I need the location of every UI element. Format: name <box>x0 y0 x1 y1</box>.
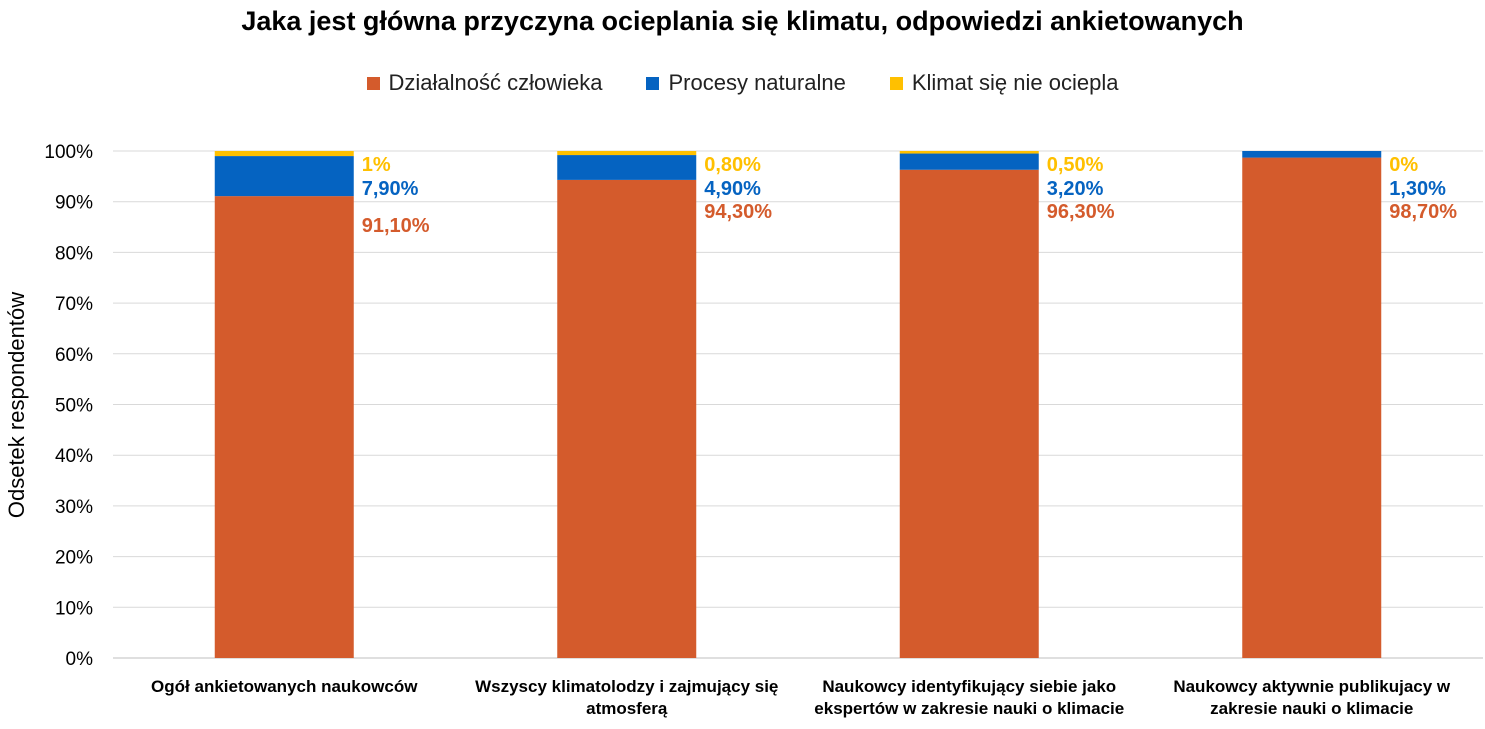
y-tick-label: 20% <box>55 548 93 569</box>
legend-item-human: Działalność człowieka <box>366 70 603 96</box>
data-label: 3,20% <box>1047 178 1104 200</box>
y-tick-label: 50% <box>55 396 93 417</box>
y-tick-label: 60% <box>55 345 93 366</box>
bar-segment <box>1242 151 1382 158</box>
legend-label-natural: Procesy naturalne <box>668 70 846 95</box>
bar-segment <box>899 169 1039 658</box>
y-tick-label: 80% <box>55 243 93 264</box>
bar-segment <box>1242 157 1382 658</box>
y-tick-label: 90% <box>55 193 93 214</box>
data-label: 0,50% <box>1047 154 1104 176</box>
legend-item-not-warming: Klimat się nie ociepla <box>889 70 1119 96</box>
data-label: 91,10% <box>362 215 430 237</box>
chart-title: Jaka jest główna przyczyna ocieplania si… <box>241 6 1244 36</box>
legend-swatch-natural <box>646 76 660 90</box>
data-label: 94,30% <box>704 201 772 223</box>
bar-segment <box>899 153 1039 170</box>
x-tick-label: Ogół ankietowanych naukowców <box>151 677 418 696</box>
data-label: 98,70% <box>1389 201 1457 223</box>
data-label: 1,30% <box>1389 178 1446 200</box>
y-tick-label: 70% <box>55 294 93 315</box>
legend-swatch-human <box>366 76 380 90</box>
legend-item-natural: Procesy naturalne <box>646 70 846 96</box>
x-tick-label: Naukowcy aktywnie publikujacy w zakresie… <box>1173 677 1451 718</box>
data-label: 0% <box>1389 154 1418 176</box>
data-label: 1% <box>362 154 391 176</box>
y-tick-label: 30% <box>55 497 93 518</box>
x-tick-label: Wszyscy klimatolodzy i zajmujący się atm… <box>475 677 779 718</box>
y-tick-label: 10% <box>55 598 93 619</box>
data-label: 96,30% <box>1047 201 1115 223</box>
bar-segment <box>214 156 354 197</box>
data-label: 4,90% <box>704 178 761 200</box>
legend-swatch-not-warming <box>889 76 903 90</box>
x-tick-label: Naukowcy identyfikujący siebie jako eksp… <box>814 677 1125 718</box>
bar-segment <box>899 151 1039 154</box>
data-label: 7,90% <box>362 178 419 200</box>
legend: Działalność człowieka Procesy naturalne … <box>0 70 1485 96</box>
bar-segment <box>557 179 697 659</box>
y-tick-label: 40% <box>55 446 93 467</box>
data-label: 0,80% <box>704 154 761 176</box>
legend-label-human: Działalność człowieka <box>388 70 603 95</box>
y-tick-label: 100% <box>44 142 93 163</box>
bar-segment <box>214 196 354 659</box>
y-tick-label: 0% <box>66 649 94 670</box>
bar-segment <box>214 151 354 157</box>
bar-segment <box>557 151 697 156</box>
legend-label-not-warming: Klimat się nie ociepla <box>911 70 1119 95</box>
bar-segment <box>557 155 697 180</box>
